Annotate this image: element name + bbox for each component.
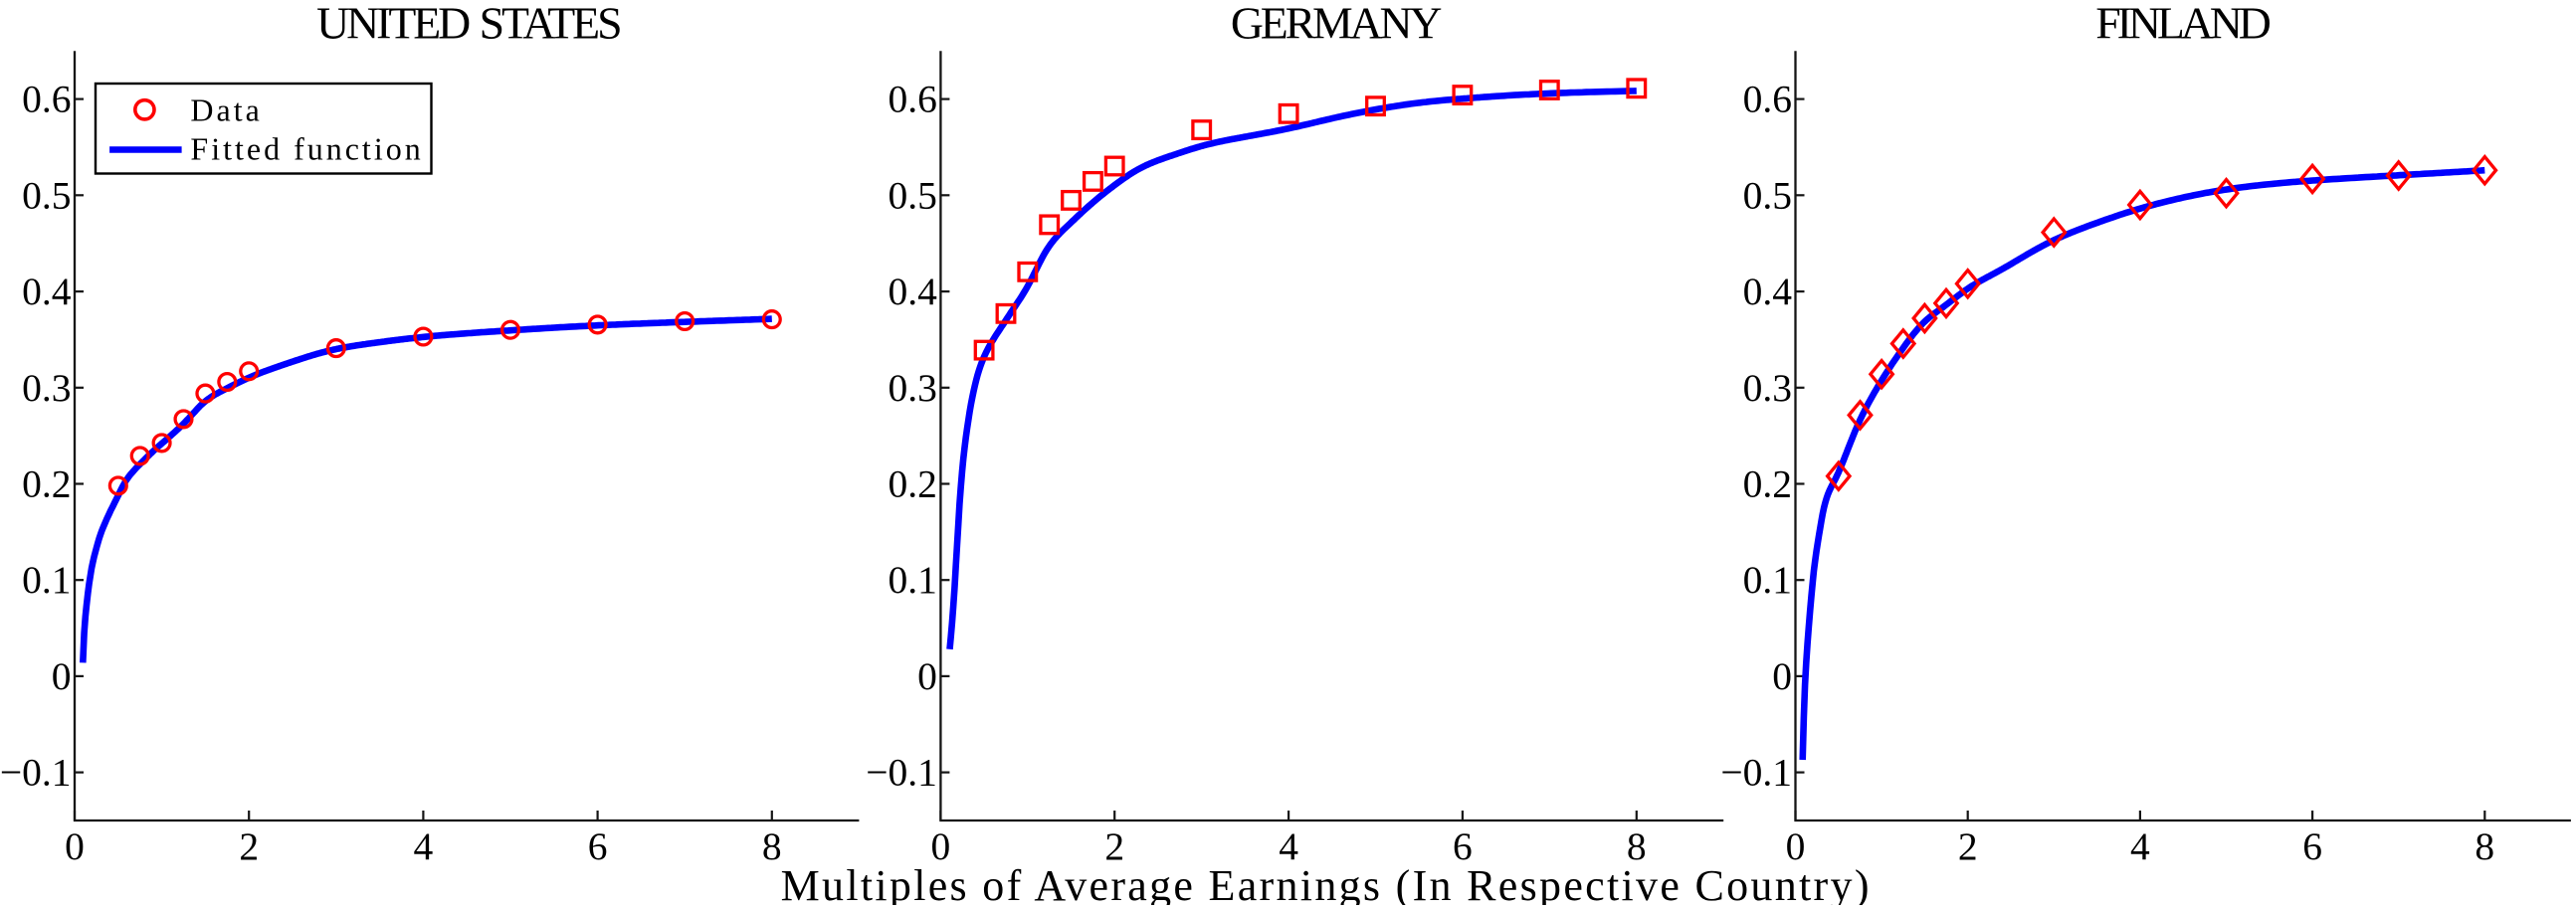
svg-text:0.2: 0.2 <box>889 462 937 506</box>
svg-text:6: 6 <box>1453 824 1473 868</box>
svg-text:0.3: 0.3 <box>22 366 71 410</box>
svg-text:8: 8 <box>1627 824 1647 868</box>
svg-text:−0.1: −0.1 <box>1720 751 1792 795</box>
svg-text:UNITED STATES: UNITED STATES <box>316 0 620 49</box>
svg-text:2: 2 <box>239 824 259 868</box>
svg-text:−0.1: −0.1 <box>866 751 937 795</box>
svg-text:8: 8 <box>762 824 782 868</box>
svg-text:0.3: 0.3 <box>1743 366 1792 410</box>
svg-text:0.6: 0.6 <box>22 78 71 121</box>
svg-text:0.5: 0.5 <box>22 173 71 217</box>
svg-text:8: 8 <box>2475 824 2494 868</box>
svg-text:0.1: 0.1 <box>22 558 71 602</box>
svg-text:6: 6 <box>2302 824 2322 868</box>
svg-text:0.6: 0.6 <box>889 78 937 121</box>
svg-text:0.4: 0.4 <box>889 270 938 313</box>
svg-text:GERMANY: GERMANY <box>1231 0 1442 49</box>
svg-text:0: 0 <box>1772 654 1792 698</box>
svg-text:FINLAND: FINLAND <box>2095 0 2270 49</box>
svg-text:2: 2 <box>1958 824 1978 868</box>
svg-text:Data: Data <box>190 92 262 128</box>
svg-text:0.1: 0.1 <box>1743 558 1792 602</box>
svg-text:0: 0 <box>917 654 937 698</box>
svg-text:0.2: 0.2 <box>1743 462 1792 506</box>
svg-text:0.4: 0.4 <box>1743 270 1793 313</box>
svg-text:0: 0 <box>1786 824 1806 868</box>
svg-text:0.4: 0.4 <box>22 270 72 313</box>
svg-text:Fitted function: Fitted function <box>190 131 423 167</box>
svg-text:0.5: 0.5 <box>1743 173 1792 217</box>
svg-text:4: 4 <box>414 824 434 868</box>
svg-text:0: 0 <box>52 654 72 698</box>
svg-text:0.5: 0.5 <box>889 173 937 217</box>
svg-text:0.6: 0.6 <box>1743 78 1792 121</box>
svg-text:Multiples of Average Earnings: Multiples of Average Earnings (In Respec… <box>781 861 1872 905</box>
svg-text:2: 2 <box>1104 824 1124 868</box>
svg-text:0.2: 0.2 <box>22 462 71 506</box>
svg-text:0.3: 0.3 <box>889 366 937 410</box>
svg-text:0: 0 <box>931 824 951 868</box>
svg-text:4: 4 <box>1279 824 1298 868</box>
svg-text:−0.1: −0.1 <box>0 751 72 795</box>
svg-text:0.1: 0.1 <box>889 558 937 602</box>
svg-text:4: 4 <box>2130 824 2150 868</box>
svg-text:6: 6 <box>588 824 608 868</box>
svg-text:0: 0 <box>65 824 85 868</box>
